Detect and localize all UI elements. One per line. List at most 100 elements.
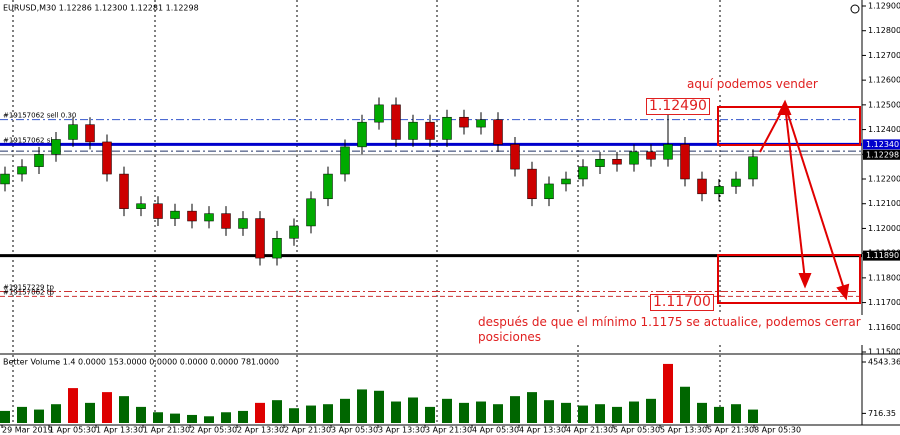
volume-bar — [34, 409, 44, 423]
volume-bar — [731, 404, 741, 423]
candle-body — [119, 173, 129, 209]
y-tick-label: 1.12700 — [868, 51, 900, 60]
volume-bar — [680, 386, 690, 423]
candle-body — [340, 146, 350, 175]
price-tag — [863, 149, 900, 160]
volume-bar — [68, 388, 78, 423]
candle-body — [374, 104, 384, 123]
volume-bar — [340, 398, 350, 423]
volume-bar — [442, 398, 452, 423]
volume-bar — [187, 414, 197, 423]
drawings — [717, 99, 861, 304]
candle-body — [612, 158, 622, 165]
volume-bar — [476, 401, 486, 423]
volume-bar — [578, 405, 588, 423]
price-tag — [863, 250, 900, 261]
candle-body — [425, 121, 435, 140]
y-tick-label: 1.12100 — [868, 199, 900, 208]
price-tag-label: 1.11890 — [866, 251, 899, 260]
y-tick-label: 1.11800 — [868, 273, 900, 282]
day-separators — [12, 0, 721, 425]
annotation: 1.11700 — [650, 294, 714, 311]
candle-body — [544, 183, 554, 200]
volume-bar — [0, 410, 10, 423]
candle-body — [408, 121, 418, 140]
price-tag-label: 1.12340 — [866, 140, 899, 149]
volume-bar — [357, 389, 367, 423]
candle-body — [323, 173, 333, 200]
volume-bar — [323, 404, 333, 423]
volume-bar — [663, 363, 673, 423]
candle-body — [238, 218, 248, 229]
candle-body — [221, 213, 231, 229]
annotation: después de que el mínimo 1.1175 se actua… — [474, 315, 867, 345]
volume-bar — [714, 406, 724, 423]
x-tick-label: 29 Mar 2019 — [2, 426, 53, 435]
volume-bar — [425, 406, 435, 423]
volume-bar — [408, 397, 418, 423]
volume-bar — [170, 413, 180, 423]
x-tick-label: 1 Apr 05:30 — [49, 426, 96, 435]
x-tick-label: 1 Apr 21:30 — [143, 426, 190, 435]
volume-bar — [527, 392, 537, 423]
volume-bar — [204, 416, 214, 423]
candle-body — [748, 156, 758, 180]
volume-bar — [748, 409, 758, 423]
volume-bar — [561, 402, 571, 423]
x-tick-label: 5 Apr 13:30 — [660, 426, 707, 435]
y-tick-label: 1.12200 — [868, 175, 900, 184]
candle-body — [306, 198, 316, 227]
x-tick-label: 2 Apr 13:30 — [237, 426, 284, 435]
volume-bar — [102, 392, 112, 423]
x-tick-label: 2 Apr 21:30 — [284, 426, 331, 435]
volume-bar — [306, 405, 316, 423]
candle-body — [714, 186, 724, 195]
volume-bar — [646, 398, 656, 423]
volume-bar — [289, 408, 299, 423]
candle-body — [459, 116, 469, 128]
y-tick-label: 1.12600 — [868, 76, 900, 85]
volume-bar — [391, 401, 401, 423]
y-tick-label: 1.12800 — [868, 26, 900, 35]
y-tick-label: 4543.36 — [868, 358, 900, 367]
order-label: #19157062 sell 0.30 — [3, 112, 76, 120]
volume-bar — [459, 402, 469, 423]
x-tick-label: 3 Apr 13:30 — [378, 426, 425, 435]
volume-bar — [136, 406, 146, 423]
volume-bar — [85, 402, 95, 423]
y-tick-label: 1.12900 — [868, 2, 900, 11]
candle-body — [510, 144, 520, 170]
candle-body — [102, 141, 112, 175]
volume-bar — [119, 396, 129, 423]
candle-body — [272, 238, 282, 259]
volume-bar — [629, 401, 639, 423]
candle-body — [187, 210, 197, 222]
candle-body — [85, 124, 95, 143]
chart-title: EURUSD,M30 1.12286 1.12300 1.12281 1.122… — [3, 4, 199, 13]
volume-bar — [374, 390, 384, 423]
candle-body — [476, 119, 486, 128]
volume-bar — [544, 400, 554, 423]
candle-body — [595, 158, 605, 167]
volume-bar — [238, 410, 248, 423]
x-tick-label: 3 Apr 21:30 — [425, 426, 472, 435]
candle-body — [255, 218, 265, 259]
volume-title: Better Volume 1.4 0.0000 153.0000 0.0000… — [3, 358, 279, 367]
candle-body — [170, 210, 180, 219]
x-tick-label: 8 Apr 05:30 — [754, 426, 801, 435]
candle-body — [663, 144, 673, 160]
x-tick-label: 3 Apr 05:30 — [331, 426, 378, 435]
y-tick-label: 1.11700 — [868, 298, 900, 307]
candle-body — [0, 173, 10, 185]
volume-bar — [255, 402, 265, 423]
candle-body — [561, 178, 571, 185]
candle-body — [680, 144, 690, 180]
x-tick-label: 4 Apr 05:30 — [472, 426, 519, 435]
candle-body — [204, 213, 214, 222]
x-tick-label: 2 Apr 05:30 — [190, 426, 237, 435]
candle-body — [629, 151, 639, 165]
x-tick-label: 4 Apr 21:30 — [566, 426, 613, 435]
annotation: 1.12490 — [646, 98, 710, 115]
